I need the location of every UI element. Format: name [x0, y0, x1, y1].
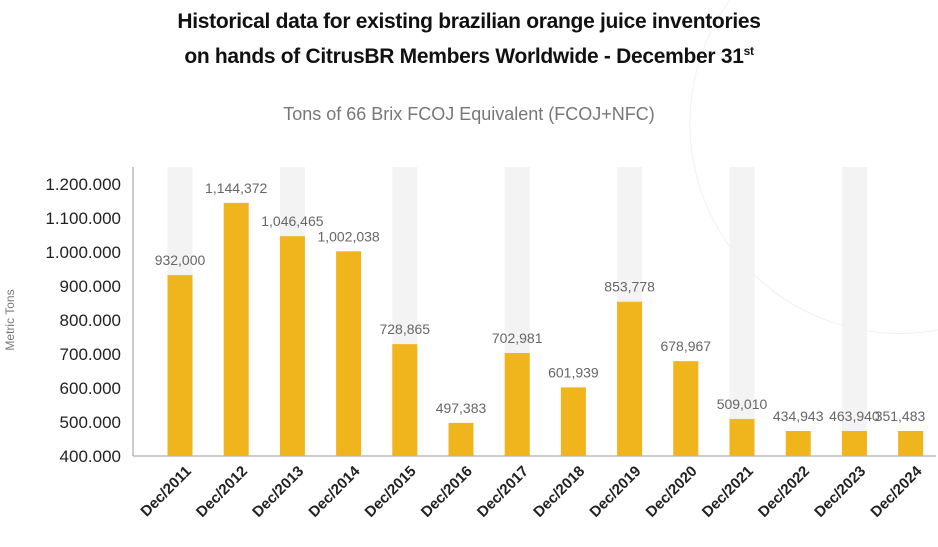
data-label: 1,144,372	[205, 180, 267, 196]
bar	[223, 202, 249, 456]
background-band	[729, 167, 755, 456]
title-superscript: st	[743, 44, 754, 58]
x-tick-label: Dec/2014	[305, 462, 363, 520]
x-tick-label: Dec/2017	[474, 463, 532, 521]
data-label: 351,483	[875, 408, 926, 424]
y-axis-label: Metric Tons	[3, 289, 17, 350]
data-label: 702,981	[492, 330, 543, 346]
x-tick-label: Dec/2019	[586, 463, 644, 521]
chart-title-line-1: Historical data for existing brazilian o…	[0, 10, 938, 34]
bar	[560, 387, 586, 456]
y-tick-label: 600.000	[60, 379, 121, 398]
x-tick-label: Dec/2016	[418, 463, 476, 521]
bar	[617, 301, 643, 456]
x-tick-label: Dec/2015	[362, 463, 420, 521]
data-label: 932,000	[155, 252, 206, 268]
chart-subtitle: Tons of 66 Brix FCOJ Equivalent (FCOJ+NF…	[283, 104, 655, 124]
x-tick-label: Dec/2023	[811, 463, 869, 521]
x-tick-label: Dec/2018	[530, 463, 588, 521]
y-tick-label: 800.000	[60, 311, 121, 330]
chart-title-line-2: on hands of CitrusBR Members Worldwide -…	[0, 44, 938, 69]
y-tick-label: 500.000	[60, 413, 121, 432]
x-tick-label: Dec/2013	[249, 463, 307, 521]
data-label: 601,939	[548, 364, 599, 380]
bar	[841, 431, 867, 456]
data-label: 728,865	[379, 321, 430, 337]
bar	[898, 431, 924, 456]
bar	[448, 422, 474, 456]
y-tick-label: 900.000	[60, 277, 121, 296]
y-tick-label: 1.200.000	[45, 175, 121, 194]
y-tick-label: 1.100.000	[45, 209, 121, 228]
x-tick-label: Dec/2024	[867, 462, 925, 520]
data-label: 463,940	[829, 408, 880, 424]
data-label: 1,002,038	[317, 228, 379, 244]
background-band	[841, 167, 867, 456]
data-label: 853,778	[604, 279, 655, 295]
x-tick-label: Dec/2021	[699, 463, 757, 521]
bar	[504, 352, 530, 456]
x-tick-label: Dec/2011	[137, 463, 194, 520]
y-tick-label: 1.000.000	[45, 243, 121, 262]
bar	[392, 344, 418, 456]
data-label: 497,383	[436, 400, 487, 416]
x-tick-label: Dec/2020	[643, 463, 701, 521]
y-tick-label: 400.000	[60, 447, 121, 466]
bar	[729, 418, 755, 456]
bar	[279, 236, 305, 456]
y-tick-label: 700.000	[60, 345, 121, 364]
x-tick-label: Dec/2012	[193, 463, 251, 521]
bar	[167, 275, 193, 456]
bar	[785, 431, 811, 456]
title-text-1: Historical data for existing brazilian o…	[177, 10, 761, 33]
bar	[336, 251, 362, 456]
bar	[673, 361, 699, 456]
data-label: 434,943	[773, 408, 824, 424]
x-tick-label: Dec/2022	[755, 463, 813, 521]
data-label: 678,967	[660, 338, 711, 354]
title-text-2: on hands of CitrusBR Members Worldwide -…	[184, 45, 744, 68]
data-label: 1,046,465	[261, 213, 323, 229]
data-label: 509,010	[717, 396, 768, 412]
